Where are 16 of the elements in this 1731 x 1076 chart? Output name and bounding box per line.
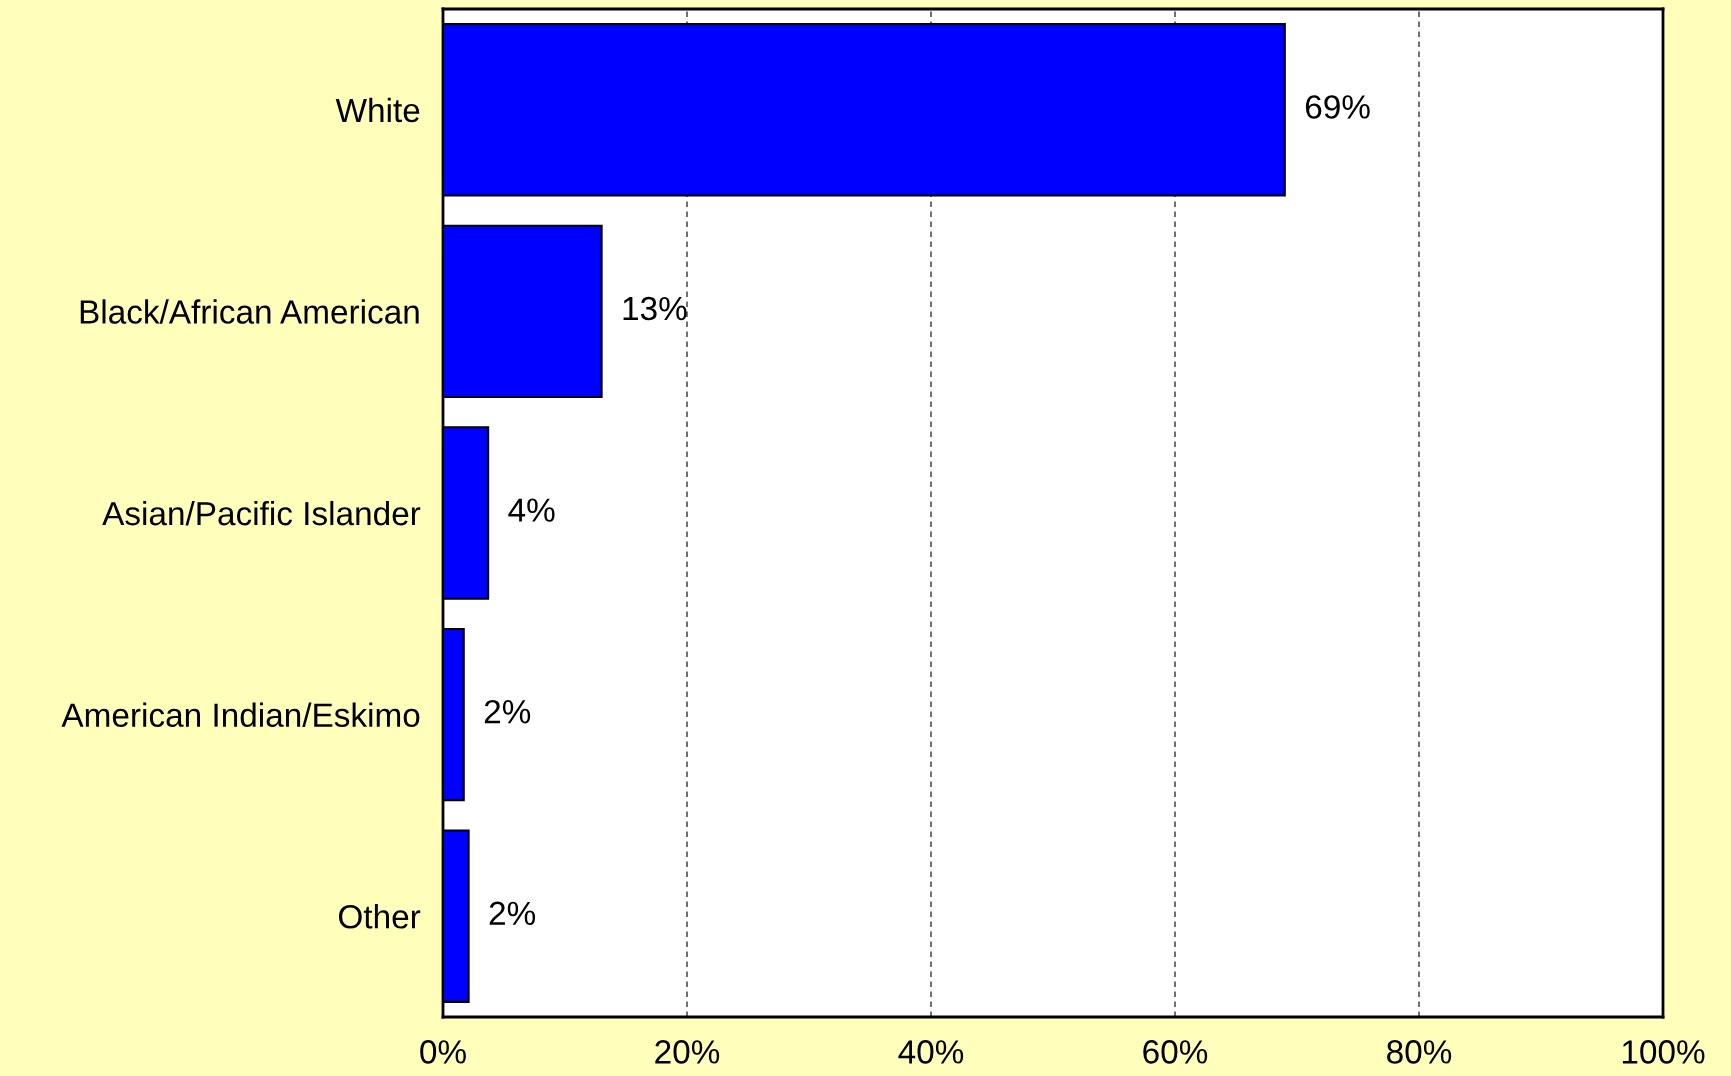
y-tick-label: White [335, 97, 420, 123]
y-tick-label: Black/African American [80, 299, 419, 324]
x-tick-label: 100% [1622, 1040, 1705, 1064]
x-tick-label: 40% [898, 1040, 964, 1064]
x-tick-label: 20% [655, 1040, 720, 1064]
x-tick-label: 0% [420, 1040, 466, 1064]
y-tick-label: Other [339, 904, 421, 929]
data-label: 4% [508, 498, 555, 522]
data-label: 69% [1305, 95, 1370, 119]
y-tick-label: American Indian/Eskimo [61, 702, 420, 728]
x-tick-label: 80% [1387, 1040, 1452, 1064]
data-label: 13% [623, 296, 687, 321]
data-label: 2% [484, 699, 531, 724]
y-tick-label: Asian/Pacific Islander [102, 500, 421, 526]
data-label: 2% [489, 901, 536, 926]
x-tick-label: 60% [1143, 1040, 1208, 1064]
